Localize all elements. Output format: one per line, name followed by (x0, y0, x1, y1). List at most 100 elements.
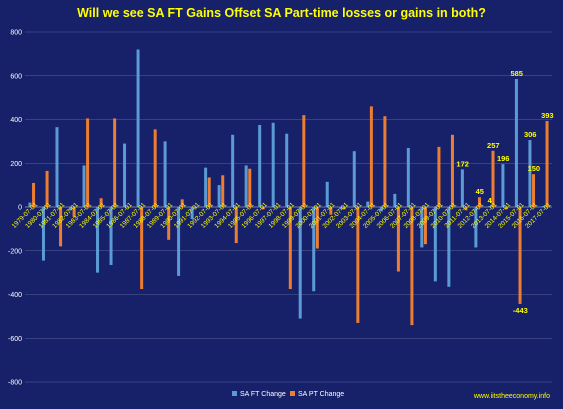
bar-sa-pt (437, 146, 441, 207)
data-label: -443 (513, 306, 528, 315)
bar-sa-ft (41, 207, 45, 261)
data-label: 306 (524, 130, 537, 139)
data-label: 585 (510, 69, 523, 78)
bar-sa-pt (450, 134, 454, 207)
bar-sa-ft (528, 140, 532, 207)
bar-sa-ft (82, 165, 86, 207)
bar-sa-ft (352, 151, 356, 207)
bar-sa-pt (477, 197, 481, 207)
bar-sa-pt (356, 207, 360, 323)
bar-sa-ft (68, 207, 72, 211)
legend-swatch (232, 391, 237, 396)
y-tick-label: 200 (10, 161, 22, 168)
bar-sa-ft (487, 206, 491, 207)
bar-sa-pt (167, 207, 171, 240)
bar-sa-pt (464, 207, 468, 211)
bar-sa-ft (55, 127, 59, 207)
bar-sa-ft (460, 169, 464, 207)
bar-sa-ft (190, 207, 194, 220)
bar-sa-pt (410, 207, 414, 326)
bar-sa-ft (298, 207, 302, 319)
bar-sa-pt (234, 207, 238, 244)
bar-sa-ft (433, 207, 437, 282)
legend-label: SA FT Change (240, 391, 286, 398)
data-label: 196 (497, 154, 510, 163)
bar-sa-pt (532, 174, 536, 207)
y-tick-label: -200 (8, 248, 22, 255)
data-label: 45 (476, 187, 484, 196)
bar-sa-pt (342, 207, 346, 210)
bar-sa-pt (261, 207, 265, 210)
bar-sa-ft (393, 193, 397, 207)
bar-sa-ft (366, 201, 370, 207)
bar-sa-pt (315, 207, 319, 249)
bar-sa-ft (244, 165, 248, 207)
bar-sa-pt (86, 118, 90, 207)
bar-sa-pt (248, 168, 252, 207)
bar-sa-ft (406, 147, 410, 207)
bar-sa-pt (423, 207, 427, 245)
bar-sa-pt (383, 116, 387, 207)
bar-sa-ft (541, 205, 545, 207)
bar-sa-ft (379, 207, 383, 212)
bar-sa-pt (491, 150, 495, 207)
legend-label: SA PT Change (298, 391, 344, 398)
y-tick-label: 400 (10, 117, 22, 124)
bar-sa-pt (275, 207, 279, 208)
bar-sa-pt (140, 207, 144, 290)
y-tick-label: -800 (8, 380, 22, 387)
bar-sa-pt (545, 121, 549, 207)
chart-title: Will we see SA FT Gains Offset SA Part-t… (77, 6, 486, 20)
bar-sa-pt (99, 198, 103, 207)
bar-sa-ft (312, 207, 316, 292)
bar-sa-ft (28, 202, 32, 207)
bar-sa-pt (72, 207, 76, 217)
bar-sa-ft (514, 79, 518, 207)
bar-sa-pt (505, 207, 509, 210)
y-tick-label: 800 (10, 30, 22, 37)
bar-sa-ft (123, 143, 127, 207)
bar-sa-ft (96, 207, 100, 273)
bar-sa-ft (325, 181, 329, 207)
y-tick-label: -400 (8, 292, 22, 299)
bar-sa-ft (231, 134, 235, 207)
bar-sa-pt (194, 207, 198, 209)
bar-sa-ft (150, 207, 154, 208)
bar-sa-pt (113, 118, 117, 207)
bar-sa-ft (285, 133, 289, 207)
bar-sa-pt (59, 207, 63, 247)
source-label: www.iitstheeconomy.info (473, 393, 550, 400)
bar-sa-ft (177, 207, 181, 276)
bar-sa-ft (339, 207, 343, 210)
bar-sa-pt (126, 207, 130, 208)
data-label: 4 (488, 196, 493, 205)
bar-sa-pt (302, 115, 306, 207)
bar-sa-ft (163, 141, 167, 207)
bar-sa-pt (180, 199, 184, 207)
y-tick-label: 600 (10, 73, 22, 80)
bar-sa-ft (420, 207, 424, 248)
bar-sa-pt (288, 207, 292, 290)
bar-sa-pt (153, 129, 157, 207)
data-label: 150 (528, 164, 541, 173)
legend-swatch (290, 391, 295, 396)
bar-sa-pt (518, 207, 522, 304)
bar-sa-pt (369, 106, 373, 207)
bar-sa-ft (109, 207, 113, 265)
bar-sa-ft (474, 207, 478, 248)
bar-sa-pt (221, 175, 225, 207)
bar-sa-ft (258, 124, 262, 207)
y-tick-label: -600 (8, 336, 22, 343)
data-label: 172 (456, 159, 469, 168)
bar-sa-pt (396, 207, 400, 272)
bar-sa-ft (136, 49, 140, 207)
bar-sa-ft (501, 164, 505, 207)
data-label: 393 (541, 111, 554, 120)
bar-sa-ft (217, 185, 221, 207)
bar-sa-pt (329, 207, 333, 215)
y-tick-label: 0 (18, 205, 22, 212)
bar-sa-pt (207, 177, 211, 207)
bar-sa-pt (45, 170, 49, 207)
bar-sa-ft (447, 207, 451, 287)
